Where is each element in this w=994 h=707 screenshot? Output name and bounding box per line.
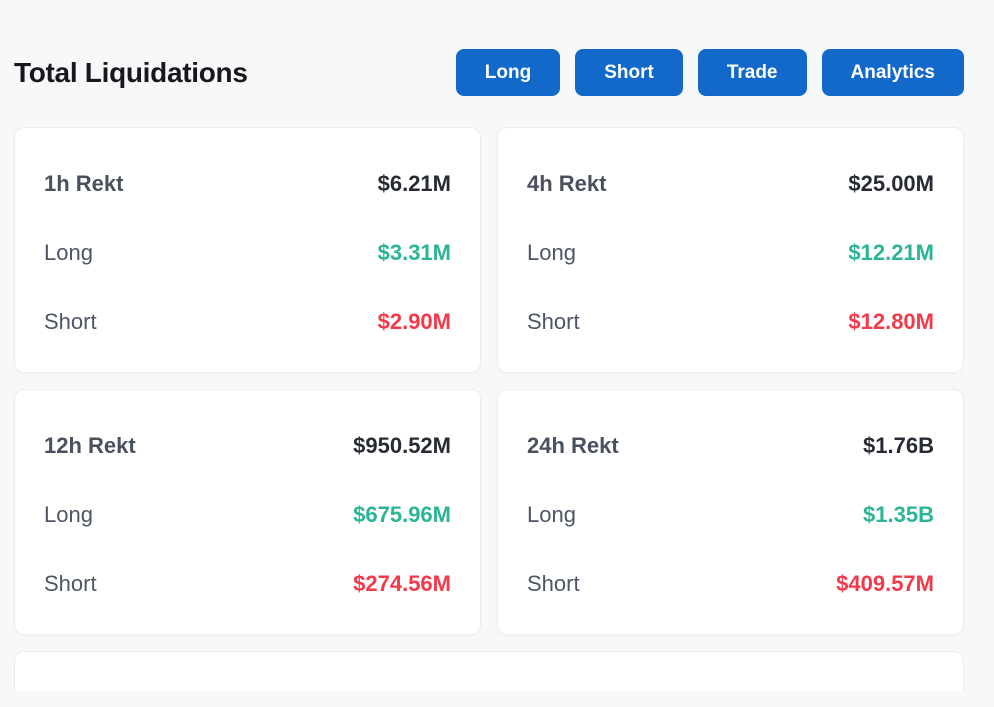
period-label: 4h Rekt [527, 171, 607, 196]
period-label: 24h Rekt [527, 433, 619, 458]
long-value: $1.35B [863, 502, 934, 527]
next-card-partial [14, 651, 964, 691]
short-value: $12.80M [848, 309, 934, 334]
short-label: Short [527, 571, 580, 596]
total-row: 12h Rekt $950.52M [44, 432, 451, 459]
short-value: $2.90M [377, 309, 451, 334]
trade-button[interactable]: Trade [697, 49, 807, 96]
short-label: Short [44, 309, 97, 334]
long-row: Long $3.31M [44, 239, 451, 266]
short-value: $409.57M [836, 571, 934, 596]
short-button[interactable]: Short [575, 49, 683, 96]
long-row: Long $12.21M [527, 239, 934, 266]
long-label: Long [527, 240, 576, 265]
short-row: Short $2.90M [44, 308, 451, 335]
short-label: Short [44, 571, 97, 596]
short-value: $274.56M [353, 571, 451, 596]
page-title: Total Liquidations [14, 56, 248, 88]
total-value: $25.00M [848, 171, 934, 196]
long-value: $12.21M [848, 240, 934, 265]
liquidations-panel: Total Liquidations Long Short Trade Anal… [0, 49, 994, 691]
short-label: Short [527, 309, 580, 334]
long-label: Long [44, 240, 93, 265]
filter-button-group: Long Short Trade Analytics [455, 49, 964, 96]
short-row: Short $274.56M [44, 570, 451, 597]
total-value: $6.21M [377, 171, 451, 196]
long-label: Long [527, 502, 576, 527]
long-button[interactable]: Long [455, 49, 561, 96]
stats-card-grid: 1h Rekt $6.21M Long $3.31M Short $2.90M … [14, 127, 964, 635]
long-value: $3.31M [377, 240, 451, 265]
rekt-card-1h: 1h Rekt $6.21M Long $3.31M Short $2.90M [14, 127, 481, 373]
period-label: 12h Rekt [44, 433, 136, 458]
long-label: Long [44, 502, 93, 527]
long-row: Long $675.96M [44, 501, 451, 528]
panel-header: Total Liquidations Long Short Trade Anal… [14, 49, 964, 96]
short-row: Short $12.80M [527, 308, 934, 335]
total-row: 4h Rekt $25.00M [527, 170, 934, 197]
total-value: $950.52M [353, 433, 451, 458]
rekt-card-4h: 4h Rekt $25.00M Long $12.21M Short $12.8… [497, 127, 964, 373]
rekt-card-12h: 12h Rekt $950.52M Long $675.96M Short $2… [14, 389, 481, 635]
long-value: $675.96M [353, 502, 451, 527]
total-row: 24h Rekt $1.76B [527, 432, 934, 459]
analytics-button[interactable]: Analytics [821, 49, 964, 96]
period-label: 1h Rekt [44, 171, 124, 196]
total-value: $1.76B [863, 433, 934, 458]
short-row: Short $409.57M [527, 570, 934, 597]
long-row: Long $1.35B [527, 501, 934, 528]
total-row: 1h Rekt $6.21M [44, 170, 451, 197]
rekt-card-24h: 24h Rekt $1.76B Long $1.35B Short $409.5… [497, 389, 964, 635]
